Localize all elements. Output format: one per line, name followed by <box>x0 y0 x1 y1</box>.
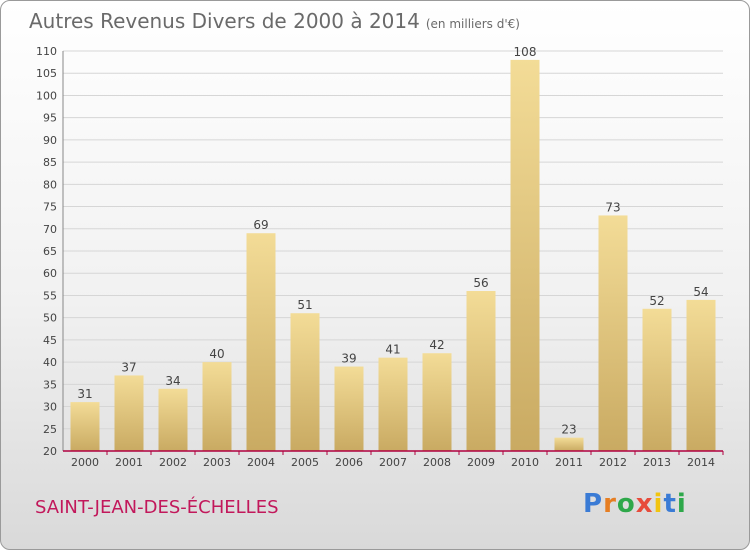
y-tick-label: 40 <box>43 356 57 369</box>
bar-2004 <box>246 233 276 451</box>
data-label: 40 <box>209 347 224 361</box>
x-tick-label: 2001 <box>115 456 143 469</box>
data-label: 69 <box>253 218 268 232</box>
y-tick-label: 60 <box>43 267 57 280</box>
x-tick-label: 2010 <box>511 456 539 469</box>
chart-title: Autres Revenus Divers de 2000 à 2014 (en … <box>29 9 520 33</box>
x-tick-label: 2014 <box>687 456 715 469</box>
data-label: 23 <box>561 423 576 437</box>
x-tick-label: 2002 <box>159 456 187 469</box>
y-tick-label: 65 <box>43 245 57 258</box>
y-tick-label: 35 <box>43 378 57 391</box>
data-label: 56 <box>473 276 488 290</box>
data-label: 51 <box>297 298 312 312</box>
x-tick-label: 2004 <box>247 456 275 469</box>
x-tick-label: 2012 <box>599 456 627 469</box>
x-tick-label: 2007 <box>379 456 407 469</box>
y-tick-label: 90 <box>43 134 57 147</box>
bar-2005 <box>290 313 320 451</box>
x-tick-label: 2009 <box>467 456 495 469</box>
y-tick-label: 85 <box>43 156 57 169</box>
x-tick-label: 2011 <box>555 456 583 469</box>
bar-2009 <box>466 291 496 451</box>
bar-2002 <box>158 388 188 451</box>
bar-2007 <box>378 357 408 451</box>
bar-2001 <box>114 375 144 451</box>
y-tick-label: 55 <box>43 289 57 302</box>
bar-2010 <box>510 59 540 452</box>
y-tick-label: 75 <box>43 201 57 214</box>
bar-2008 <box>422 353 452 451</box>
y-tick-label: 70 <box>43 223 57 236</box>
y-tick-label: 95 <box>43 112 57 125</box>
bar-2014 <box>686 299 716 451</box>
bar-2011 <box>554 437 584 451</box>
x-tick-label: 2000 <box>71 456 99 469</box>
y-tick-label: 45 <box>43 334 57 347</box>
x-tick-label: 2003 <box>203 456 231 469</box>
bar-2013 <box>642 308 672 451</box>
x-tick-label: 2013 <box>643 456 671 469</box>
data-label: 41 <box>385 343 400 357</box>
data-label: 54 <box>693 285 708 299</box>
data-label: 37 <box>121 360 136 374</box>
city-name: SAINT-JEAN-DES-ÉCHELLES <box>35 497 279 518</box>
data-label: 108 <box>514 45 537 59</box>
y-tick-label: 110 <box>36 45 57 58</box>
x-tick-label: 2005 <box>291 456 319 469</box>
y-tick-label: 105 <box>36 67 57 80</box>
data-label: 73 <box>605 200 620 214</box>
y-tick-label: 100 <box>36 89 57 102</box>
bar-2000 <box>70 402 100 451</box>
data-label: 39 <box>341 352 356 366</box>
data-label: 34 <box>165 374 180 388</box>
bars: 31 37 34 40 69 51 39 41 42 56 108 23 73 52 54 <box>70 45 716 452</box>
data-label: 31 <box>77 387 92 401</box>
x-tick-label: 2006 <box>335 456 363 469</box>
y-tick-label: 20 <box>43 445 57 458</box>
chart-unit: (en milliers d'€) <box>425 17 520 31</box>
bar-2006 <box>334 366 364 451</box>
bar-2012 <box>598 215 628 451</box>
bar-2003 <box>202 362 232 451</box>
x-tick-label: 2008 <box>423 456 451 469</box>
data-label: 52 <box>649 294 664 308</box>
y-tick-label: 50 <box>43 312 57 325</box>
x-axis: 2000 2001 2002 2003 2004 2005 2006 2007 2008 2009… <box>63 450 724 469</box>
y-tick-label: 25 <box>43 423 57 436</box>
chart-title-text: Autres Revenus Divers de 2000 à 2014 <box>29 9 420 33</box>
proxiti-logo[interactable]: Proxiti <box>583 489 687 519</box>
y-tick-label: 30 <box>43 401 57 414</box>
data-label: 42 <box>429 338 444 352</box>
y-axis: 20 25 30 35 40 45 50 55 60 65 70 75 80 85 90 95 100 105 11… <box>36 45 64 458</box>
y-tick-label: 80 <box>43 178 57 191</box>
